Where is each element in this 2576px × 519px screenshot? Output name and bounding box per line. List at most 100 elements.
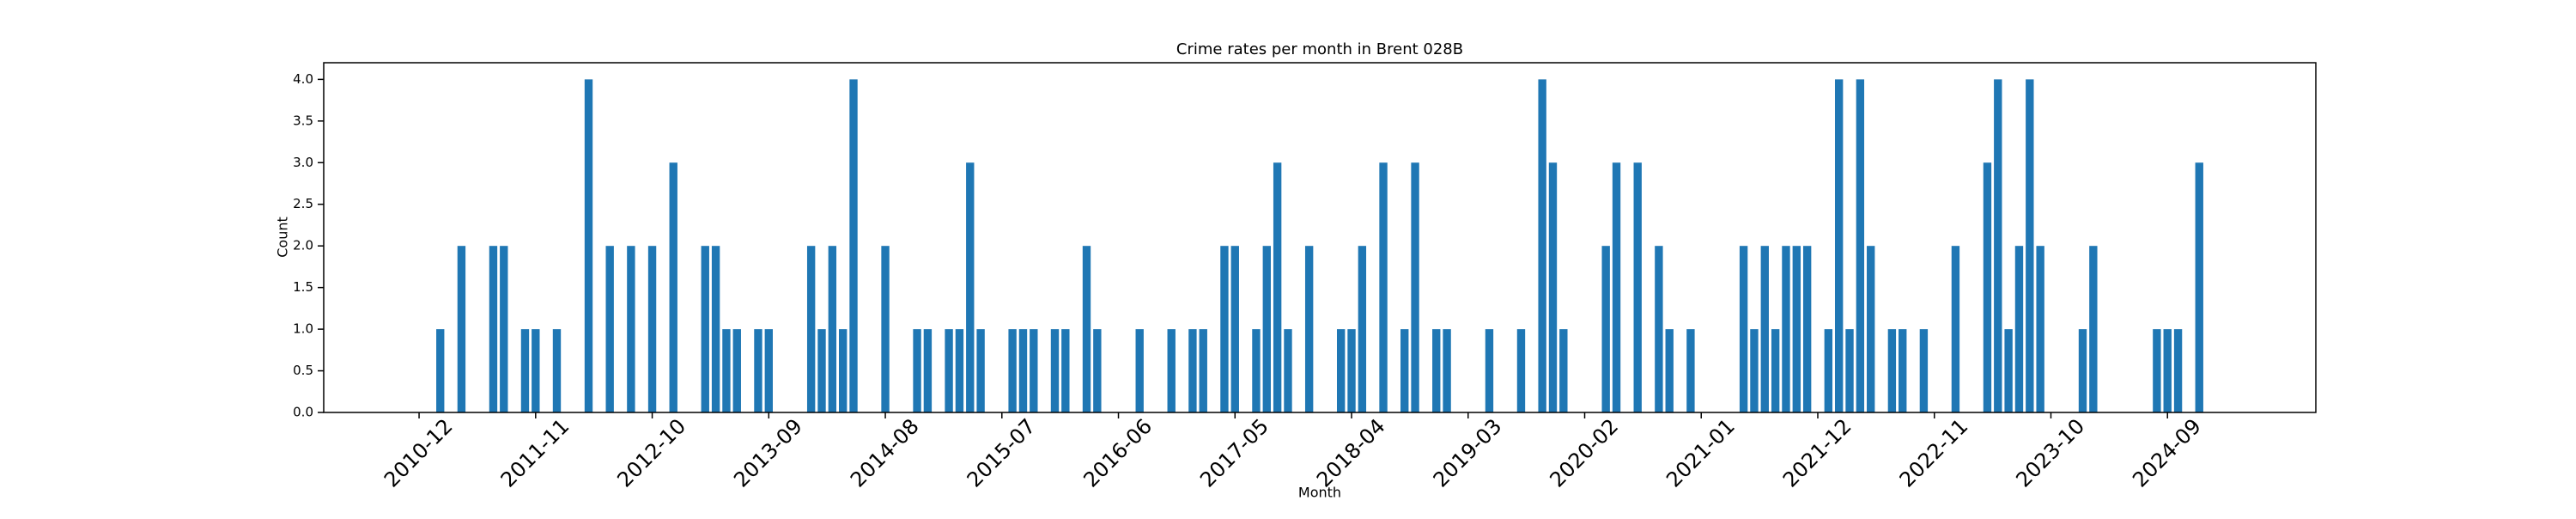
bar	[584, 79, 593, 412]
bar	[1612, 162, 1621, 413]
bar	[500, 246, 508, 412]
y-tick-label: 0.5	[293, 363, 313, 378]
bar	[732, 329, 741, 412]
x-tick-label: 2019-03	[1429, 414, 1507, 492]
bar	[2153, 329, 2161, 412]
bar	[2078, 329, 2087, 412]
x-tick-label: 2024-09	[2128, 414, 2206, 492]
chart-title: Crime rates per month in Brent 028B	[1176, 40, 1463, 58]
bar	[1050, 329, 1060, 412]
bar	[1856, 79, 1865, 412]
bar	[669, 162, 677, 413]
bar	[1739, 246, 1748, 412]
bar	[913, 329, 921, 412]
x-tick-label: 2017-05	[1195, 414, 1273, 492]
bar	[1686, 329, 1695, 412]
bar	[627, 246, 635, 412]
bar	[1792, 246, 1801, 412]
bar	[1284, 329, 1292, 412]
x-axis-label: Month	[1298, 485, 1341, 501]
x-tick-label: 2012-10	[612, 414, 690, 492]
bar	[1760, 246, 1769, 412]
bar	[1273, 162, 1282, 413]
bar	[605, 246, 614, 412]
bar	[1061, 329, 1070, 412]
bar	[1782, 246, 1790, 412]
bar	[2004, 329, 2013, 412]
bar	[828, 246, 837, 412]
bar	[1750, 329, 1759, 412]
bar	[1845, 329, 1854, 412]
y-tick-label: 2.0	[293, 238, 313, 253]
bar	[1485, 329, 1494, 412]
bar	[1867, 246, 1875, 412]
bar	[1230, 246, 1239, 412]
bar	[1336, 329, 1346, 412]
bar	[520, 329, 530, 412]
bar	[436, 329, 445, 412]
bar	[1443, 329, 1451, 412]
bar	[1983, 162, 1992, 413]
bar	[2173, 329, 2183, 412]
bar	[1411, 162, 1419, 413]
bar	[722, 329, 731, 412]
x-tick-label: 2014-08	[846, 414, 924, 492]
bar	[2089, 246, 2098, 412]
bar	[976, 329, 985, 412]
bar	[1220, 246, 1229, 412]
bar	[1919, 329, 1929, 412]
y-tick-label: 1.5	[293, 279, 313, 295]
bar	[1771, 329, 1780, 412]
x-tick-label: 2023-10	[2011, 414, 2089, 492]
bar	[2026, 79, 2034, 412]
bar	[881, 246, 890, 412]
bar	[1802, 246, 1812, 412]
y-axis-label: Count	[275, 217, 291, 258]
bar	[1432, 329, 1441, 412]
bar	[489, 246, 498, 412]
x-tick-label: 2015-07	[963, 414, 1041, 492]
bar	[1188, 329, 1197, 412]
bar	[1379, 162, 1388, 413]
bar	[1994, 79, 2002, 412]
bar	[701, 246, 709, 412]
bar	[1899, 329, 1907, 412]
bar	[1887, 329, 1897, 412]
bar	[945, 329, 953, 412]
y-tick-label: 2.5	[293, 196, 313, 211]
bar	[711, 246, 720, 412]
bar	[2163, 329, 2172, 412]
y-tick-label: 3.5	[293, 113, 313, 128]
bar	[457, 246, 466, 412]
y-tick-label: 3.0	[293, 155, 313, 170]
x-tick-label: 2016-06	[1078, 414, 1157, 492]
bar	[923, 329, 933, 412]
bar	[2036, 246, 2044, 412]
bar	[1538, 79, 1546, 412]
x-tick-label: 2021-01	[1662, 414, 1740, 492]
bar	[966, 162, 975, 413]
bar	[1082, 246, 1091, 412]
bar	[1304, 246, 1314, 412]
x-tick-label: 2013-09	[729, 414, 807, 492]
bar	[955, 329, 964, 412]
bar	[1358, 246, 1367, 412]
bar	[1559, 329, 1568, 412]
bar	[532, 329, 540, 412]
bar	[838, 329, 848, 412]
bar	[1834, 79, 1844, 412]
bar	[849, 79, 858, 412]
bar	[754, 329, 762, 412]
y-tick-label: 0.0	[293, 405, 313, 420]
bar	[1199, 329, 1207, 412]
bar	[1167, 329, 1176, 412]
y-tick-label: 1.0	[293, 321, 313, 337]
bar	[552, 329, 562, 412]
bar	[1008, 329, 1017, 412]
bar	[1030, 329, 1038, 412]
bar	[2195, 162, 2203, 413]
bar	[1252, 329, 1261, 412]
x-tick-label: 2021-12	[1778, 414, 1856, 492]
bar	[1093, 329, 1102, 412]
